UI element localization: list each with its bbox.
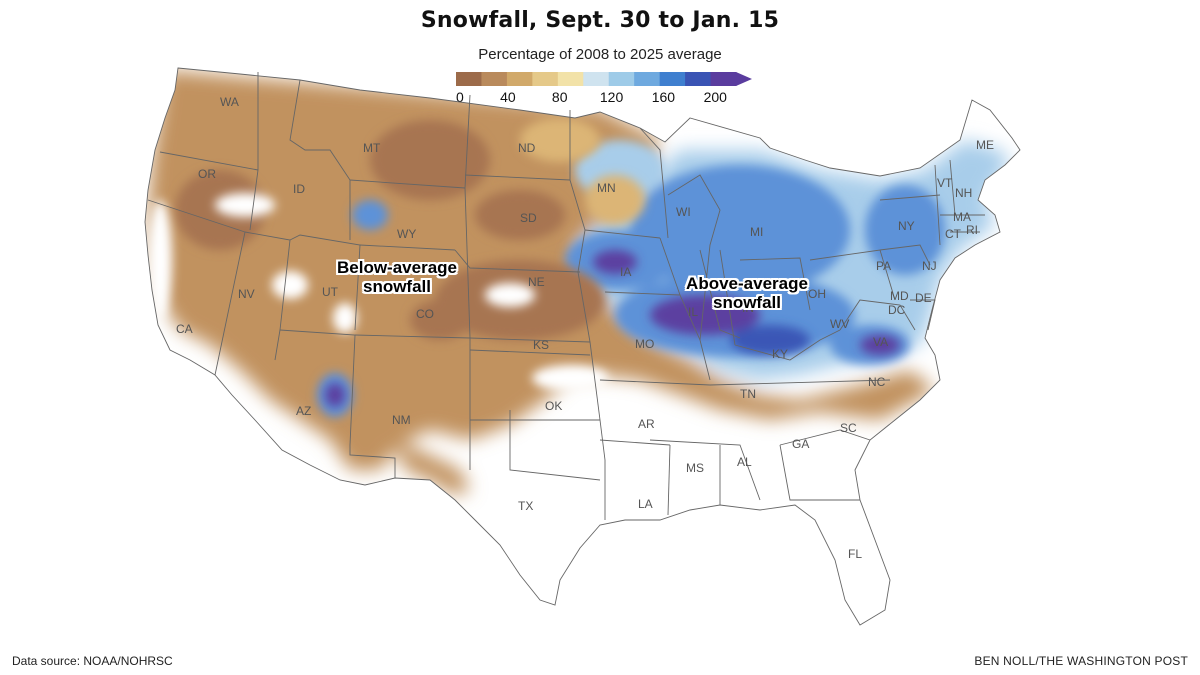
us-outline bbox=[144, 67, 1021, 626]
state-label-sd: SD bbox=[520, 211, 537, 225]
state-label-in: IN bbox=[742, 301, 754, 315]
legend-swatch bbox=[710, 72, 737, 86]
state-label-nd: ND bbox=[518, 141, 536, 155]
credit-line: BEN NOLL/THE WASHINGTON POST bbox=[974, 654, 1188, 668]
annotation-below-line1: Below-average bbox=[337, 258, 457, 277]
annotation-above-line1: Above-average bbox=[686, 274, 808, 293]
state-label-ar: AR bbox=[638, 417, 655, 431]
legend-swatch bbox=[659, 72, 686, 86]
legend-tick-label: 200 bbox=[704, 89, 728, 105]
state-label-nc: NC bbox=[868, 375, 886, 389]
state-label-il: IL bbox=[688, 305, 698, 319]
state-label-ut: UT bbox=[322, 285, 339, 299]
legend-ticks: 0 40 80 120 160 200 bbox=[456, 89, 727, 105]
state-label-nh: NH bbox=[955, 186, 972, 200]
state-label-wy: WY bbox=[397, 227, 416, 241]
legend-swatch bbox=[532, 72, 559, 86]
state-label-ny: NY bbox=[898, 219, 915, 233]
state-label-az: AZ bbox=[296, 404, 311, 418]
state-label-tx: TX bbox=[518, 499, 533, 513]
legend-tick-label: 160 bbox=[652, 89, 676, 105]
state-label-nm: NM bbox=[392, 413, 411, 427]
legend-tick-label: 120 bbox=[600, 89, 624, 105]
state-label-nv: NV bbox=[238, 287, 255, 301]
state-label-ga: GA bbox=[792, 437, 809, 451]
state-label-wa: WA bbox=[220, 95, 239, 109]
state-label-md: MD bbox=[890, 289, 909, 303]
state-label-ct: CT bbox=[945, 227, 962, 241]
legend-swatch bbox=[456, 72, 482, 86]
state-label-pa: PA bbox=[876, 259, 891, 273]
state-label-ok: OK bbox=[545, 399, 562, 413]
state-label-me: ME bbox=[976, 138, 994, 152]
legend-overflow-arrow bbox=[736, 72, 752, 86]
state-label-ca: CA bbox=[176, 322, 193, 336]
legend-swatch bbox=[557, 72, 584, 86]
state-label-nj: NJ bbox=[922, 259, 937, 273]
legend-swatch bbox=[634, 72, 661, 86]
state-label-sc: SC bbox=[840, 421, 857, 435]
state-label-ne: NE bbox=[528, 275, 545, 289]
state-label-mo: MO bbox=[635, 337, 654, 351]
legend-tick-label: 80 bbox=[552, 89, 568, 105]
legend-swatches bbox=[456, 72, 752, 86]
state-label-mn: MN bbox=[597, 181, 616, 195]
annotation-below-line2: snowfall bbox=[362, 277, 431, 296]
state-label-mt: MT bbox=[363, 141, 381, 155]
state-label-de: DE bbox=[915, 291, 932, 305]
annotation-below-average: Below-average snowfall bbox=[322, 258, 472, 296]
legend-tick-label: 0 bbox=[456, 89, 464, 105]
state-label-wv: WV bbox=[830, 317, 849, 331]
state-label-co: CO bbox=[416, 307, 434, 321]
state-label-ma: MA bbox=[953, 210, 971, 224]
legend-swatch bbox=[608, 72, 635, 86]
state-label-la: LA bbox=[638, 497, 653, 511]
state-label-oh: OH bbox=[808, 287, 826, 301]
state-label-fl: FL bbox=[848, 547, 862, 561]
state-label-va: VA bbox=[873, 335, 888, 349]
legend-tick-label: 40 bbox=[500, 89, 516, 105]
state-label-ms: MS bbox=[686, 461, 704, 475]
color-legend: 0 40 80 120 160 200 bbox=[456, 72, 752, 105]
snow-coverage-nm-tail bbox=[395, 440, 470, 495]
state-label-mi: MI bbox=[750, 225, 763, 239]
state-label-wi: WI bbox=[676, 205, 691, 219]
legend-swatch bbox=[685, 72, 712, 86]
state-label-ks: KS bbox=[533, 338, 549, 352]
chart-title: Snowfall, Sept. 30 to Jan. 15 bbox=[420, 8, 780, 33]
state-label-id: ID bbox=[293, 182, 305, 196]
chart-subtitle: Percentage of 2008 to 2025 average bbox=[478, 46, 722, 63]
data-source: Data source: NOAA/NOHRSC bbox=[12, 654, 173, 668]
annotation-above-average: Above-average snowfall bbox=[672, 274, 822, 312]
state-label-dc: DC bbox=[888, 303, 906, 317]
state-label-ia: IA bbox=[620, 265, 631, 279]
state-label-tn: TN bbox=[740, 387, 756, 401]
state-label-ky: KY bbox=[772, 347, 788, 361]
legend-swatch bbox=[506, 72, 533, 86]
legend-swatch bbox=[481, 72, 508, 86]
state-label-al: AL bbox=[737, 455, 752, 469]
annotation-above-line2: snowfall bbox=[712, 293, 781, 312]
legend-swatch bbox=[583, 72, 610, 86]
state-label-ri: RI bbox=[966, 223, 978, 237]
state-label-or: OR bbox=[198, 167, 216, 181]
state-label-vt: VT bbox=[937, 176, 953, 190]
